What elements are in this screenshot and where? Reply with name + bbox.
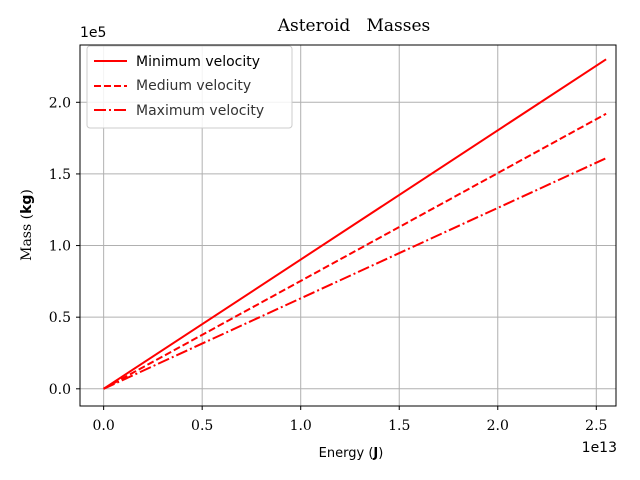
x-axis-label: Energy (J) (319, 446, 384, 461)
y-axis-label: Mass (kg) (19, 189, 35, 261)
x-tick-label: 0.5 (191, 418, 213, 434)
y-tick-label: 0.5 (49, 310, 71, 326)
y-tick-label: 1.5 (49, 167, 71, 183)
y-label-suffix: ) (19, 189, 35, 194)
legend-label-minimum: Minimum velocity (136, 54, 260, 70)
y-label-unit: kg (19, 195, 35, 214)
y-tick-label: 2.0 (49, 95, 71, 111)
legend: Minimum velocity Medium velocity Maximum… (87, 46, 292, 128)
x-tick-label: 1.5 (388, 418, 410, 434)
legend-label-maximum: Maximum velocity (136, 103, 264, 119)
x-offset-text: 1e13 (582, 440, 617, 456)
legend-label-medium: Medium velocity (136, 78, 251, 94)
x-tick-label: 2.5 (585, 418, 607, 434)
x-tick-label: 2.0 (487, 418, 509, 434)
y-offset-text: 1e5 (80, 25, 106, 41)
x-tick-label: 1.0 (290, 418, 312, 434)
y-label-prefix: Mass ( (19, 214, 35, 261)
y-tick-label: 1.0 (49, 239, 71, 255)
x-tick-label: 0.0 (93, 418, 115, 434)
y-tick-label: 0.0 (49, 382, 71, 398)
x-label-suffix: ) (378, 446, 383, 461)
x-label-prefix: Energy ( (319, 446, 374, 461)
chart-title: Asteroid Masses (277, 16, 431, 36)
